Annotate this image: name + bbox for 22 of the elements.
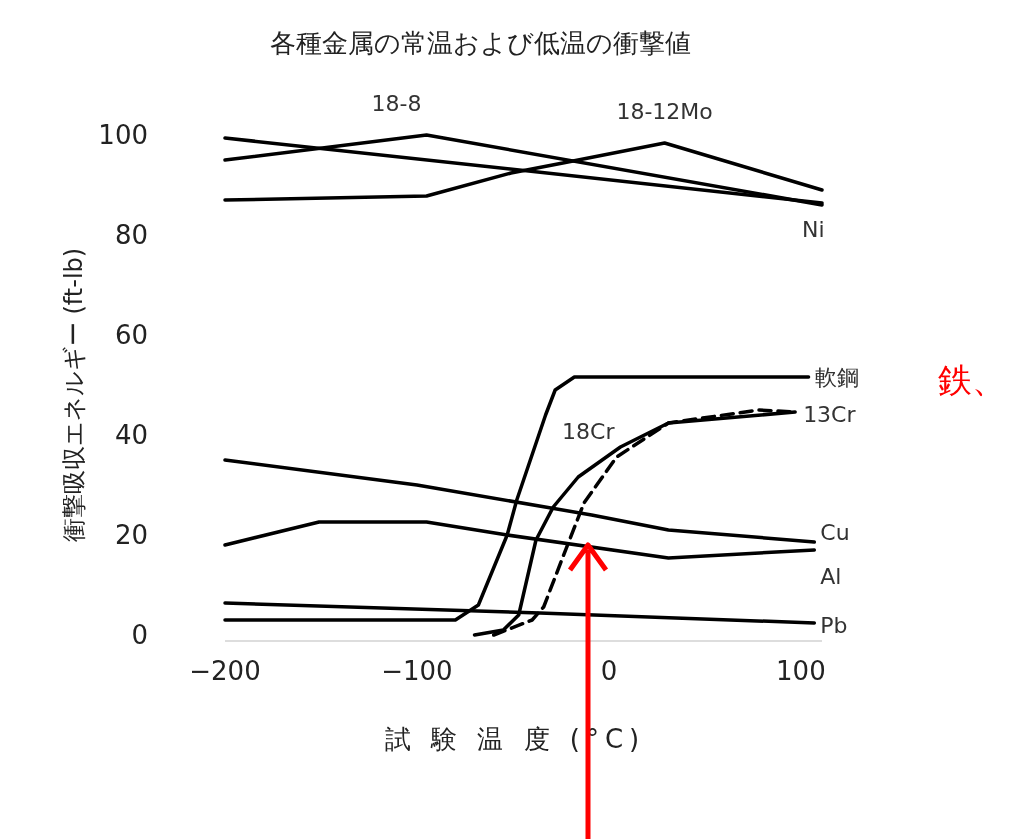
series-label: Al xyxy=(820,564,842,589)
text: 鉄、 xyxy=(938,360,1006,400)
series-label: 18-8 xyxy=(371,91,422,116)
series-label: Ni xyxy=(802,217,825,242)
series-label: 13Cr xyxy=(803,402,857,427)
series-label: 18Cr xyxy=(562,419,616,444)
chart-title: 各種金属の常温および低温の衝撃値 xyxy=(269,28,691,58)
y-tick-label: 40 xyxy=(114,420,148,450)
series-label: 18-12Mo xyxy=(616,99,713,124)
series-label: Pb xyxy=(820,613,848,638)
y-axis-title: 衝撃吸収エネルギー (ft-lb) xyxy=(60,247,88,543)
x-tick-label: 100 xyxy=(776,656,826,686)
x-tick-label: −100 xyxy=(381,656,453,686)
x-tick-label: −200 xyxy=(189,656,261,686)
series-label: 軟鋼 xyxy=(814,365,859,390)
y-tick-label: 0 xyxy=(131,620,148,650)
y-tick-label: 100 xyxy=(98,120,148,150)
y-tick-label: 80 xyxy=(114,220,148,250)
y-tick-label: 60 xyxy=(114,320,148,350)
series-label: Cu xyxy=(820,520,850,545)
x-tick-label: 0 xyxy=(600,656,618,686)
y-tick-label: 20 xyxy=(114,520,148,550)
